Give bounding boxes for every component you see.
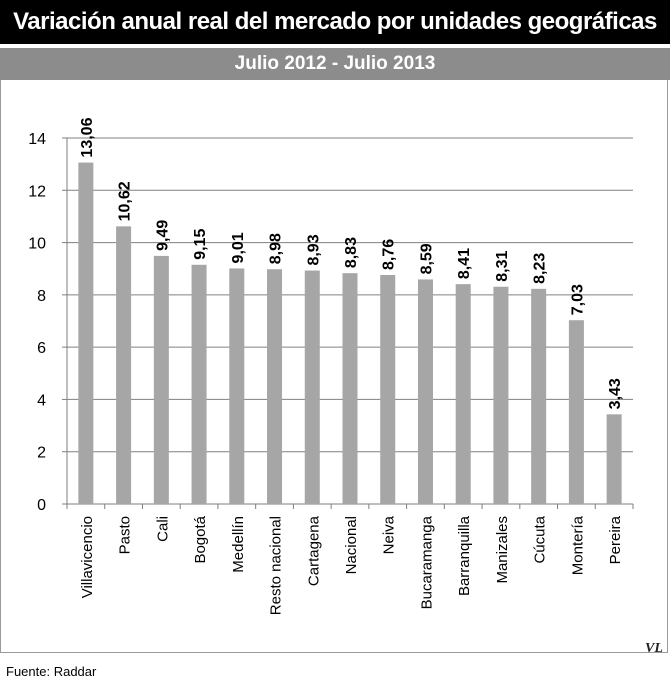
x-tick-label: Cúcuta bbox=[532, 515, 549, 563]
data-label: 10,62 bbox=[117, 181, 134, 221]
bar bbox=[267, 269, 283, 504]
x-tick-label: Pereira bbox=[607, 515, 624, 564]
data-label: 8,93 bbox=[305, 234, 322, 265]
data-label: 3,43 bbox=[607, 378, 624, 409]
x-tick-label: Nacional bbox=[343, 516, 360, 574]
bar bbox=[153, 255, 169, 504]
chart-frame bbox=[0, 80, 668, 653]
y-tick-label: 2 bbox=[37, 445, 46, 462]
bar bbox=[342, 273, 358, 504]
data-label: 8,98 bbox=[268, 233, 285, 264]
bar bbox=[493, 286, 509, 504]
data-label: 8,83 bbox=[343, 237, 360, 268]
bar bbox=[417, 279, 433, 504]
bar bbox=[78, 162, 94, 504]
data-label: 13,06 bbox=[79, 117, 96, 157]
x-tick-label: Pasto bbox=[117, 516, 134, 554]
bar bbox=[116, 226, 132, 504]
data-label: 8,31 bbox=[494, 251, 511, 282]
data-label: 8,76 bbox=[381, 239, 398, 270]
x-tick-label: Villavicencio bbox=[79, 516, 96, 598]
bar bbox=[568, 320, 584, 504]
source-note: Fuente: Raddar bbox=[6, 664, 97, 679]
data-label: 9,49 bbox=[154, 220, 171, 251]
x-tick-label: Manizales bbox=[494, 516, 511, 584]
data-label: 9,01 bbox=[230, 232, 247, 263]
x-tick-label: Resto nacional bbox=[268, 516, 285, 615]
y-tick-label: 6 bbox=[37, 340, 46, 357]
data-label: 8,23 bbox=[532, 253, 549, 284]
y-tick-label: 8 bbox=[37, 288, 46, 305]
x-tick-label: Bogotá bbox=[192, 515, 209, 563]
bar bbox=[304, 270, 320, 504]
x-tick-label: Cali bbox=[154, 516, 171, 542]
bar bbox=[531, 288, 547, 504]
bar-chart: 0 2 4 6 8 10 12 14 13,06 Villavicencio 10,62 Pasto 9… bbox=[28, 117, 634, 615]
x-tick-label: Bucaramanga bbox=[418, 515, 435, 609]
bar bbox=[606, 414, 622, 504]
bar bbox=[191, 264, 207, 504]
data-label: 7,03 bbox=[569, 284, 586, 315]
chart-subtitle: Julio 2012 - Julio 2013 bbox=[0, 48, 670, 80]
x-tick-label: Cartagena bbox=[305, 515, 322, 586]
x-tick-label: Barranquilla bbox=[456, 515, 473, 596]
y-tick-label: 10 bbox=[28, 236, 46, 253]
y-tick-label: 0 bbox=[37, 497, 46, 514]
bar bbox=[455, 284, 471, 504]
data-label: 8,59 bbox=[418, 243, 435, 274]
y-tick-label: 14 bbox=[28, 131, 46, 148]
x-tick-label: Montería bbox=[569, 515, 586, 575]
x-tick-label: Medellín bbox=[230, 516, 247, 573]
bar bbox=[229, 268, 245, 504]
y-tick-label: 12 bbox=[28, 183, 46, 200]
bar bbox=[380, 274, 396, 504]
data-label: 9,15 bbox=[192, 229, 209, 260]
y-tick-label: 4 bbox=[37, 392, 46, 409]
chart-title: Variación anual real del mercado por uni… bbox=[0, 0, 670, 44]
x-tick-label: Neiva bbox=[381, 515, 398, 554]
data-label: 8,41 bbox=[456, 248, 473, 279]
publisher-logo: VL bbox=[645, 641, 663, 656]
